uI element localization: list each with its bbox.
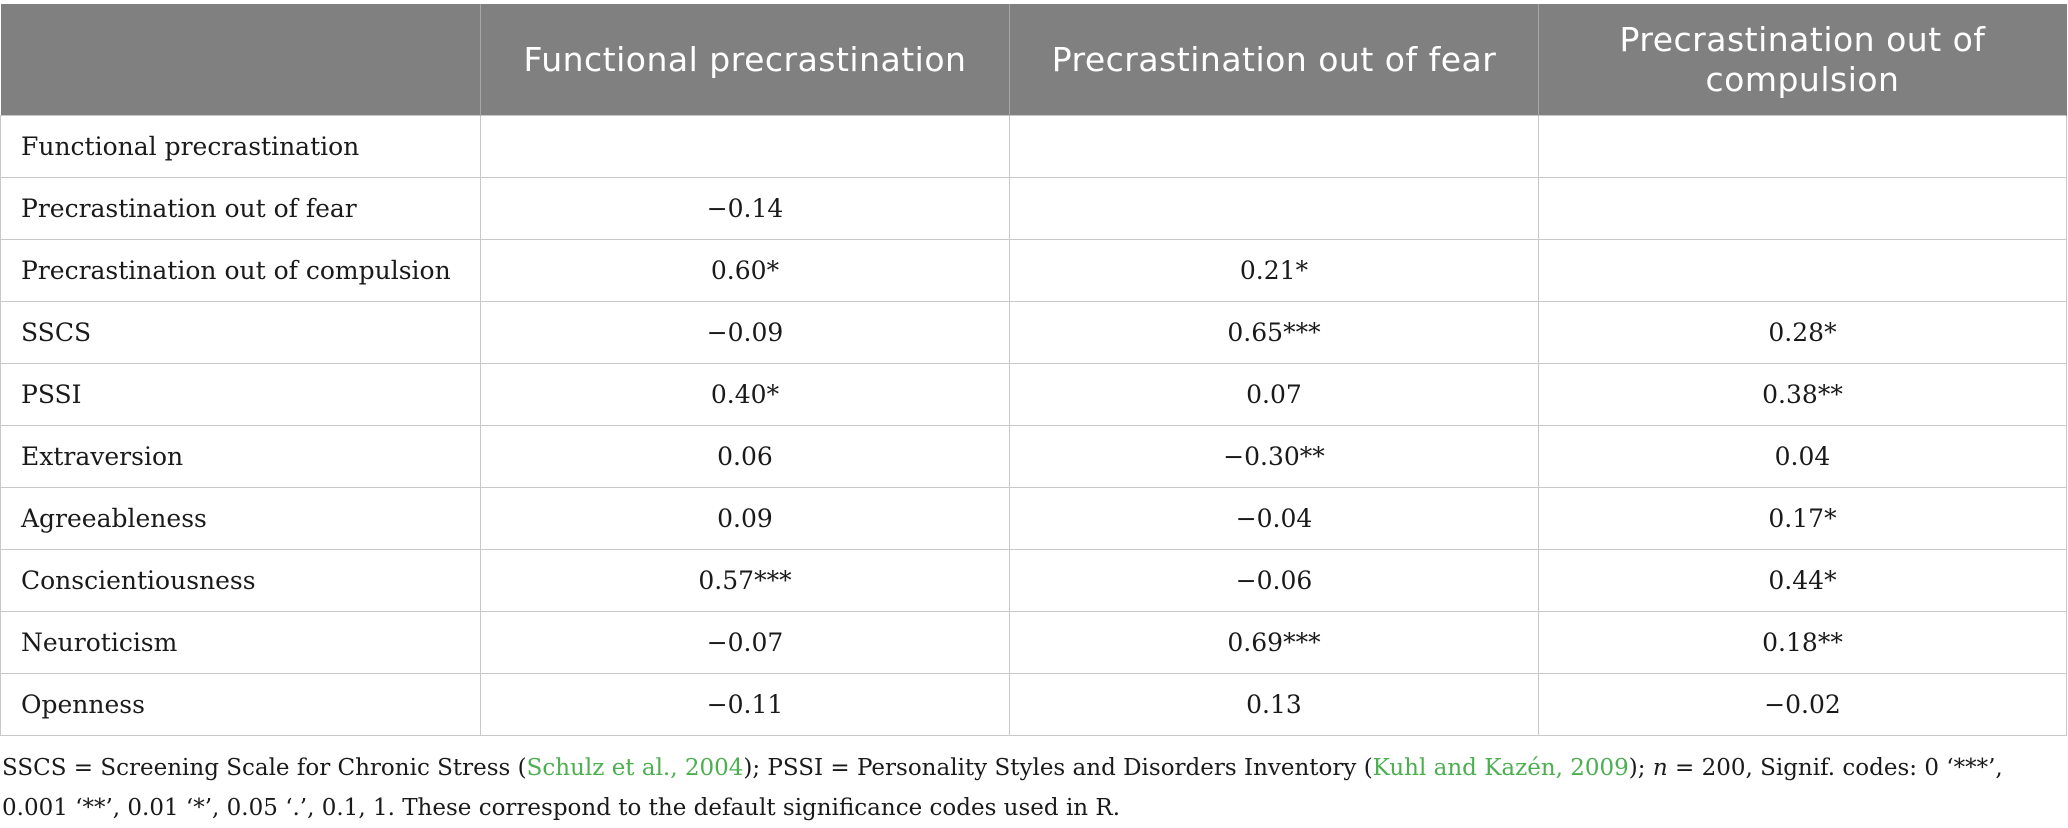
citation-link-kuhl[interactable]: Kuhl and Kazén, 2009	[1372, 755, 1629, 781]
row-label: Precrastination out of compulsion	[0, 239, 481, 302]
row-label: Neuroticism	[0, 611, 481, 674]
table-cell: 0.28*	[1538, 301, 2067, 364]
footnote-text: ); PSSI = Personality Styles and Disorde…	[743, 755, 1373, 781]
table-row: Neuroticism −0.07 0.69*** 0.18**	[0, 611, 2067, 674]
sample-size-symbol: n	[1652, 755, 1668, 781]
row-label: Functional precrastination	[0, 115, 481, 178]
table-row: Conscientiousness 0.57*** −0.06 0.44*	[0, 549, 2067, 612]
footnote-text: SSCS = Screening Scale for Chronic Stres…	[2, 755, 527, 781]
row-label: Precrastination out of fear	[0, 177, 481, 240]
citation-link-schulz[interactable]: Schulz et al., 2004	[526, 755, 744, 781]
header-cell-precrastination-fear: Precrastination out of fear	[1009, 4, 1539, 116]
row-label: Extraversion	[0, 425, 481, 488]
table-cell: −0.06	[1009, 549, 1539, 612]
table-cell	[1009, 115, 1539, 178]
table-cell: −0.09	[480, 301, 1010, 364]
table-header-row: Functional precrastination Precrastinati…	[0, 4, 2067, 116]
table-cell: −0.11	[480, 673, 1010, 736]
table-row: PSSI 0.40* 0.07 0.38**	[0, 363, 2067, 426]
table-cell	[1538, 115, 2067, 178]
header-cell-corner	[0, 4, 481, 116]
table-cell	[1538, 177, 2067, 240]
table-cell: 0.44*	[1538, 549, 2067, 612]
table-cell: 0.40*	[480, 363, 1010, 426]
table-cell: 0.17*	[1538, 487, 2067, 550]
footnote-text: = 200, Signif. codes: 0 ‘***’, 0.001 ‘**…	[2, 755, 2003, 821]
row-label: Agreeableness	[0, 487, 481, 550]
row-label: SSCS	[0, 301, 481, 364]
table-cell	[1009, 177, 1539, 240]
table-cell: −0.04	[1009, 487, 1539, 550]
table-cell: 0.69***	[1009, 611, 1539, 674]
table-cell: −0.14	[480, 177, 1010, 240]
table-cell: 0.38**	[1538, 363, 2067, 426]
table-row: Openness −0.11 0.13 −0.02	[0, 673, 2067, 736]
header-cell-functional-precrastination: Functional precrastination	[480, 4, 1010, 116]
table-cell: 0.57***	[480, 549, 1010, 612]
row-label: Conscientiousness	[0, 549, 481, 612]
table-footnote: SSCS = Screening Scale for Chronic Stres…	[2, 748, 2062, 828]
table-cell: −0.07	[480, 611, 1010, 674]
table-row: SSCS −0.09 0.65*** 0.28*	[0, 301, 2067, 364]
table-row: Precrastination out of fear −0.14	[0, 177, 2067, 240]
table-cell	[1538, 239, 2067, 302]
table-row: Functional precrastination	[0, 115, 2067, 178]
table-cell	[480, 115, 1010, 178]
row-label: PSSI	[0, 363, 481, 426]
table-cell: 0.07	[1009, 363, 1539, 426]
table-cell: 0.18**	[1538, 611, 2067, 674]
correlation-table: Functional precrastination Precrastinati…	[0, 4, 2067, 736]
row-label: Openness	[0, 673, 481, 736]
table-cell: −0.02	[1538, 673, 2067, 736]
table-cell: 0.21*	[1009, 239, 1539, 302]
table-cell: 0.06	[480, 425, 1010, 488]
table-cell: 0.09	[480, 487, 1010, 550]
table-cell: 0.13	[1009, 673, 1539, 736]
table-cell: 0.60*	[480, 239, 1010, 302]
table-row: Extraversion 0.06 −0.30** 0.04	[0, 425, 2067, 488]
table-cell: 0.04	[1538, 425, 2067, 488]
header-cell-precrastination-compulsion: Precrastination out of compulsion	[1538, 4, 2067, 116]
table-cell: −0.30**	[1009, 425, 1539, 488]
table-cell: 0.65***	[1009, 301, 1539, 364]
table-row: Agreeableness 0.09 −0.04 0.17*	[0, 487, 2067, 550]
table-row: Precrastination out of compulsion 0.60* …	[0, 239, 2067, 302]
footnote-text: );	[1628, 755, 1653, 781]
